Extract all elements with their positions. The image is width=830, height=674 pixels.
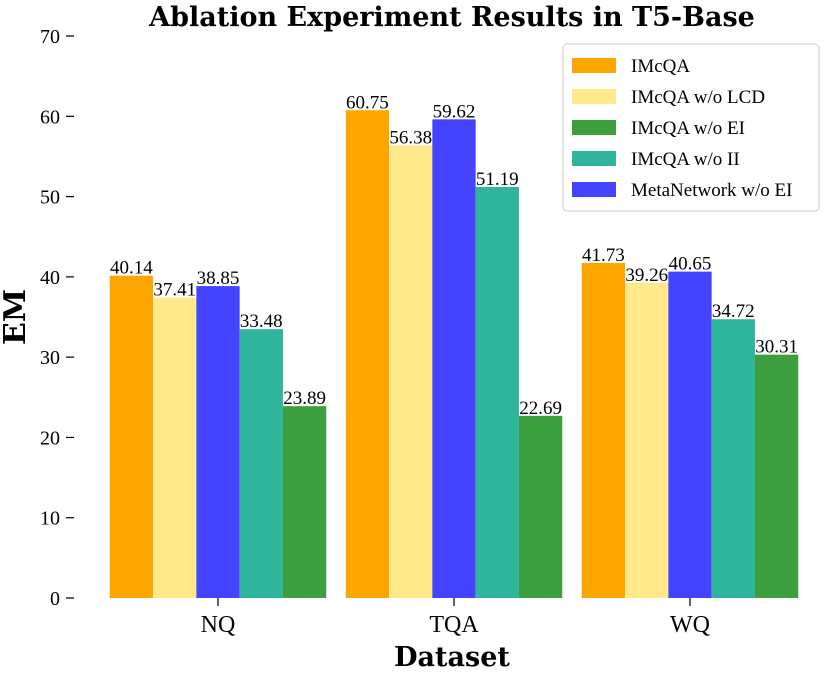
legend-swatch xyxy=(572,151,616,166)
data-label: 60.75 xyxy=(346,92,389,113)
x-tick-label: WQ xyxy=(670,612,710,638)
legend-label: IMcQA w/o LCD xyxy=(631,87,765,108)
data-label: 38.85 xyxy=(197,268,240,289)
bar-wq-imcqa-w-o-ei xyxy=(754,354,799,598)
legend-box xyxy=(562,43,820,212)
y-tick-label: 60 xyxy=(40,106,60,128)
legend-label: IMcQA w/o II xyxy=(631,149,740,170)
y-axis: 0 10 20 30 40 50 60 70 xyxy=(40,26,74,610)
data-label: 33.48 xyxy=(240,311,283,332)
bar-nq-imcqa xyxy=(109,275,154,598)
legend: IMcQA IMcQA w/o LCD IMcQA w/o EI IMcQA w/o … xyxy=(562,43,820,212)
legend-label: MetaNetwork w/o EI xyxy=(631,180,792,201)
y-tick-label: 10 xyxy=(40,508,60,530)
legend-label: IMcQA xyxy=(631,56,690,77)
bar-wq-imcqa-w-o-ii xyxy=(711,319,755,598)
y-tick-label: 30 xyxy=(40,347,60,369)
data-label: 37.41 xyxy=(153,280,196,301)
data-label: 51.19 xyxy=(476,169,519,190)
data-label: 30.31 xyxy=(755,337,798,358)
data-label: 41.73 xyxy=(582,245,625,266)
chart-title: Ablation Experiment Results in T5-Base xyxy=(148,2,755,33)
bar-tqa-imcqa-w-o-lcd xyxy=(389,145,433,599)
bar-tqa-metanetwork-w-o-ei xyxy=(432,119,476,598)
y-tick-label: 0 xyxy=(50,588,60,610)
data-label: 59.62 xyxy=(433,101,476,122)
data-label: 22.69 xyxy=(519,398,562,419)
bar-wq-imcqa xyxy=(581,262,626,598)
bar-wq-metanetwork-w-o-ei xyxy=(668,271,712,598)
legend-swatch xyxy=(572,89,616,104)
legend-swatch xyxy=(572,58,616,73)
data-label: 23.89 xyxy=(283,388,326,409)
bar-nq-imcqa-w-o-ii xyxy=(239,329,283,598)
bar-tqa-imcqa-w-o-ii xyxy=(475,187,519,598)
data-label: 39.26 xyxy=(625,265,668,286)
bar-wq-imcqa-w-o-lcd xyxy=(625,282,669,598)
y-tick-label: 50 xyxy=(40,187,60,209)
y-tick-label: 70 xyxy=(40,26,60,48)
legend-swatch xyxy=(572,120,616,135)
x-axis: NQ TQA WQ xyxy=(201,598,710,638)
legend-label: IMcQA w/o EI xyxy=(631,118,745,139)
x-tick-label: TQA xyxy=(429,612,479,638)
bars xyxy=(109,110,799,599)
y-tick-label: 20 xyxy=(40,427,60,449)
bar-tqa-imcqa-w-o-ei xyxy=(518,415,563,598)
legend-swatch xyxy=(572,182,616,197)
bar-nq-metanetwork-w-o-ei xyxy=(196,286,240,598)
data-label: 40.14 xyxy=(110,258,153,279)
y-tick-label: 40 xyxy=(40,267,60,289)
y-axis-label: EM xyxy=(0,289,33,345)
data-label: 34.72 xyxy=(712,301,755,322)
bar-nq-imcqa-w-o-ei xyxy=(282,406,327,598)
bar-nq-imcqa-w-o-lcd xyxy=(153,297,197,598)
data-label: 40.65 xyxy=(669,254,712,275)
data-label: 56.38 xyxy=(389,127,432,148)
bar-tqa-imcqa xyxy=(345,110,390,598)
x-axis-label: Dataset xyxy=(394,642,510,673)
x-tick-label: NQ xyxy=(201,612,236,638)
